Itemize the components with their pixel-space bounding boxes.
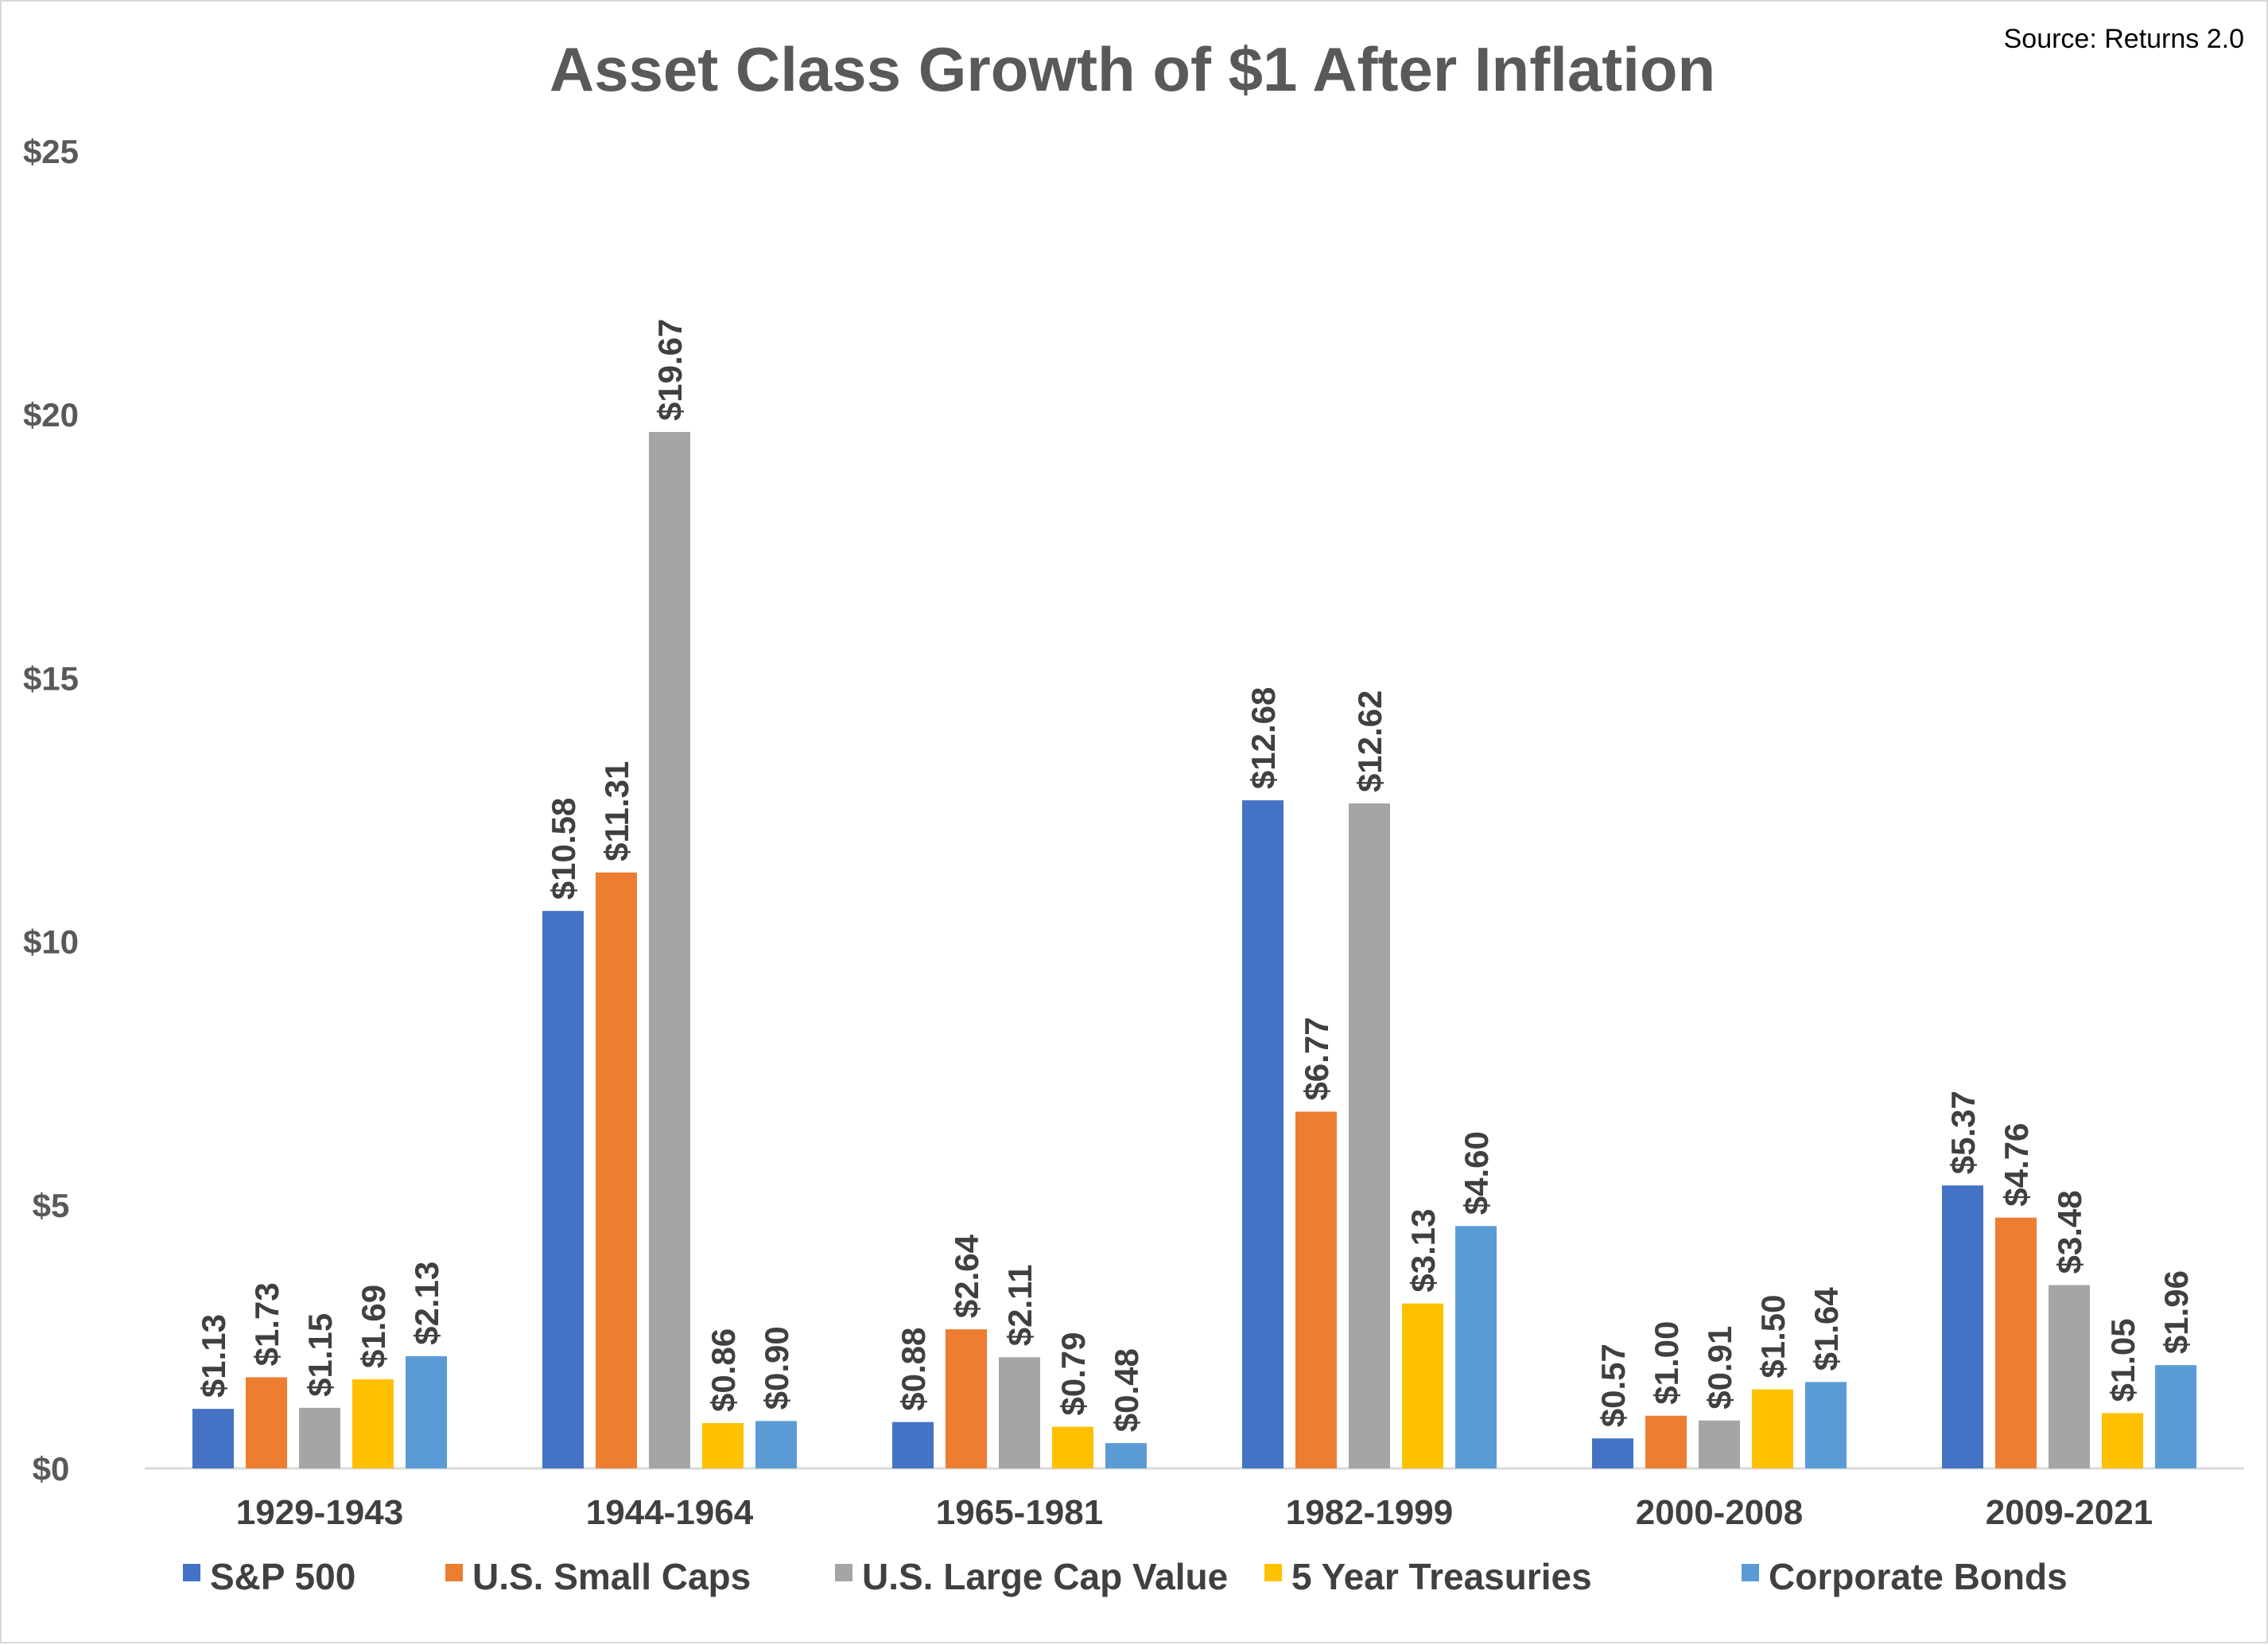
data-label: $0.79 [1054,1332,1092,1416]
legend-swatch [445,1564,463,1581]
data-labels-group: $1.13 $1.73 $1.15 $1.69 $2.13 $10.58 $11.31 $19… [195,319,2195,1433]
bar [406,1355,447,1468]
data-label: $12.62 [1351,690,1388,792]
data-label: $1.64 [1808,1287,1845,1371]
legend-swatch [1742,1564,1759,1581]
data-label: $1.15 [301,1313,339,1397]
data-label: $0.57 [1594,1344,1632,1427]
data-label: $0.88 [895,1328,932,1411]
x-tick-label: 2000-2008 [1636,1493,1803,1532]
bar [1592,1438,1633,1468]
data-label: $1.00 [1648,1321,1685,1405]
bar [999,1357,1040,1468]
data-label: $1.05 [2104,1318,2142,1402]
data-label: $2.13 [408,1262,445,1345]
y-tick-label: $5 [33,1187,70,1224]
bar [2155,1365,2196,1468]
bar [702,1423,744,1468]
data-label: $1.13 [195,1314,232,1398]
data-label: $19.67 [651,319,689,421]
bar [596,872,637,1468]
data-label: $3.48 [2051,1190,2088,1274]
bars-group [192,432,2196,1468]
bar [1645,1415,1687,1468]
data-label: $4.76 [1998,1123,2035,1207]
data-label: $12.68 [1245,687,1282,789]
bar [1402,1303,1443,1468]
legend-label: 5 Year Treasuries [1291,1556,1592,1597]
bar [1052,1426,1093,1468]
bar [1752,1389,1793,1468]
x-tick-label: 1982-1999 [1286,1493,1453,1532]
bar [2102,1413,2143,1468]
data-label: $1.73 [248,1282,285,1366]
bar [246,1377,287,1468]
data-label: $11.31 [598,761,635,861]
bar [1349,803,1390,1468]
legend-label: S&P 500 [210,1556,355,1597]
source-note: Source: Returns 2.0 [2004,24,2244,54]
data-label: $3.13 [1404,1209,1442,1293]
bar [352,1379,394,1468]
bar [1295,1111,1337,1468]
bar [946,1329,987,1468]
data-label: $0.48 [1108,1348,1145,1432]
data-label: $1.69 [355,1285,392,1368]
bar [1995,1217,2037,1468]
x-tick-label: 1944-1964 [586,1493,754,1532]
data-label: $2.11 [1001,1264,1039,1346]
bar [1242,800,1284,1468]
data-label: $0.91 [1701,1326,1738,1410]
bar [1105,1443,1147,1468]
data-label: $6.77 [1298,1017,1335,1100]
y-axis: $0 $5 $10 $15 $20 $25 [23,133,79,1488]
legend-swatch [835,1564,852,1581]
bar [1455,1226,1497,1468]
y-tick-label: $25 [23,133,79,170]
bar [542,911,584,1468]
chart-title: Asset Class Growth of $1 After Inflation [550,34,1715,104]
bar [1805,1382,1847,1468]
bar [192,1409,234,1468]
data-label: $1.50 [1754,1295,1792,1379]
y-tick-label: $20 [23,396,79,434]
legend-swatch [1264,1564,1282,1581]
legend-swatch [183,1564,200,1581]
bar [649,432,690,1468]
data-label: $0.90 [758,1326,795,1410]
data-label: $0.86 [705,1328,742,1412]
legend-label: U.S. Small Caps [472,1556,751,1597]
bar [1699,1420,1740,1468]
x-axis: 1929-1943 1944-1964 1965-1981 1982-1999 2000… [145,1467,2244,1532]
legend: S&P 500 U.S. Small Caps U.S. Large Cap Val… [183,1556,2068,1597]
data-label: $10.58 [545,798,582,900]
data-label: $2.64 [948,1234,985,1318]
x-tick-label: 2009-2021 [1986,1493,2153,1532]
bar [2049,1285,2090,1468]
legend-label: Corporate Bonds [1769,1556,2068,1597]
legend-label: U.S. Large Cap Value [862,1556,1228,1597]
data-label: $4.60 [1458,1131,1495,1215]
bar [892,1421,934,1468]
bar [299,1407,340,1468]
y-tick-label: $15 [23,659,79,697]
y-tick-label: $0 [33,1450,70,1488]
x-tick-label: 1929-1943 [236,1493,403,1532]
data-label: $5.37 [1944,1091,1982,1174]
data-label: $1.96 [2157,1270,2195,1354]
bar [755,1421,797,1468]
x-tick-label: 1965-1981 [936,1493,1103,1532]
bar [1942,1185,1983,1468]
y-tick-label: $10 [23,924,79,961]
